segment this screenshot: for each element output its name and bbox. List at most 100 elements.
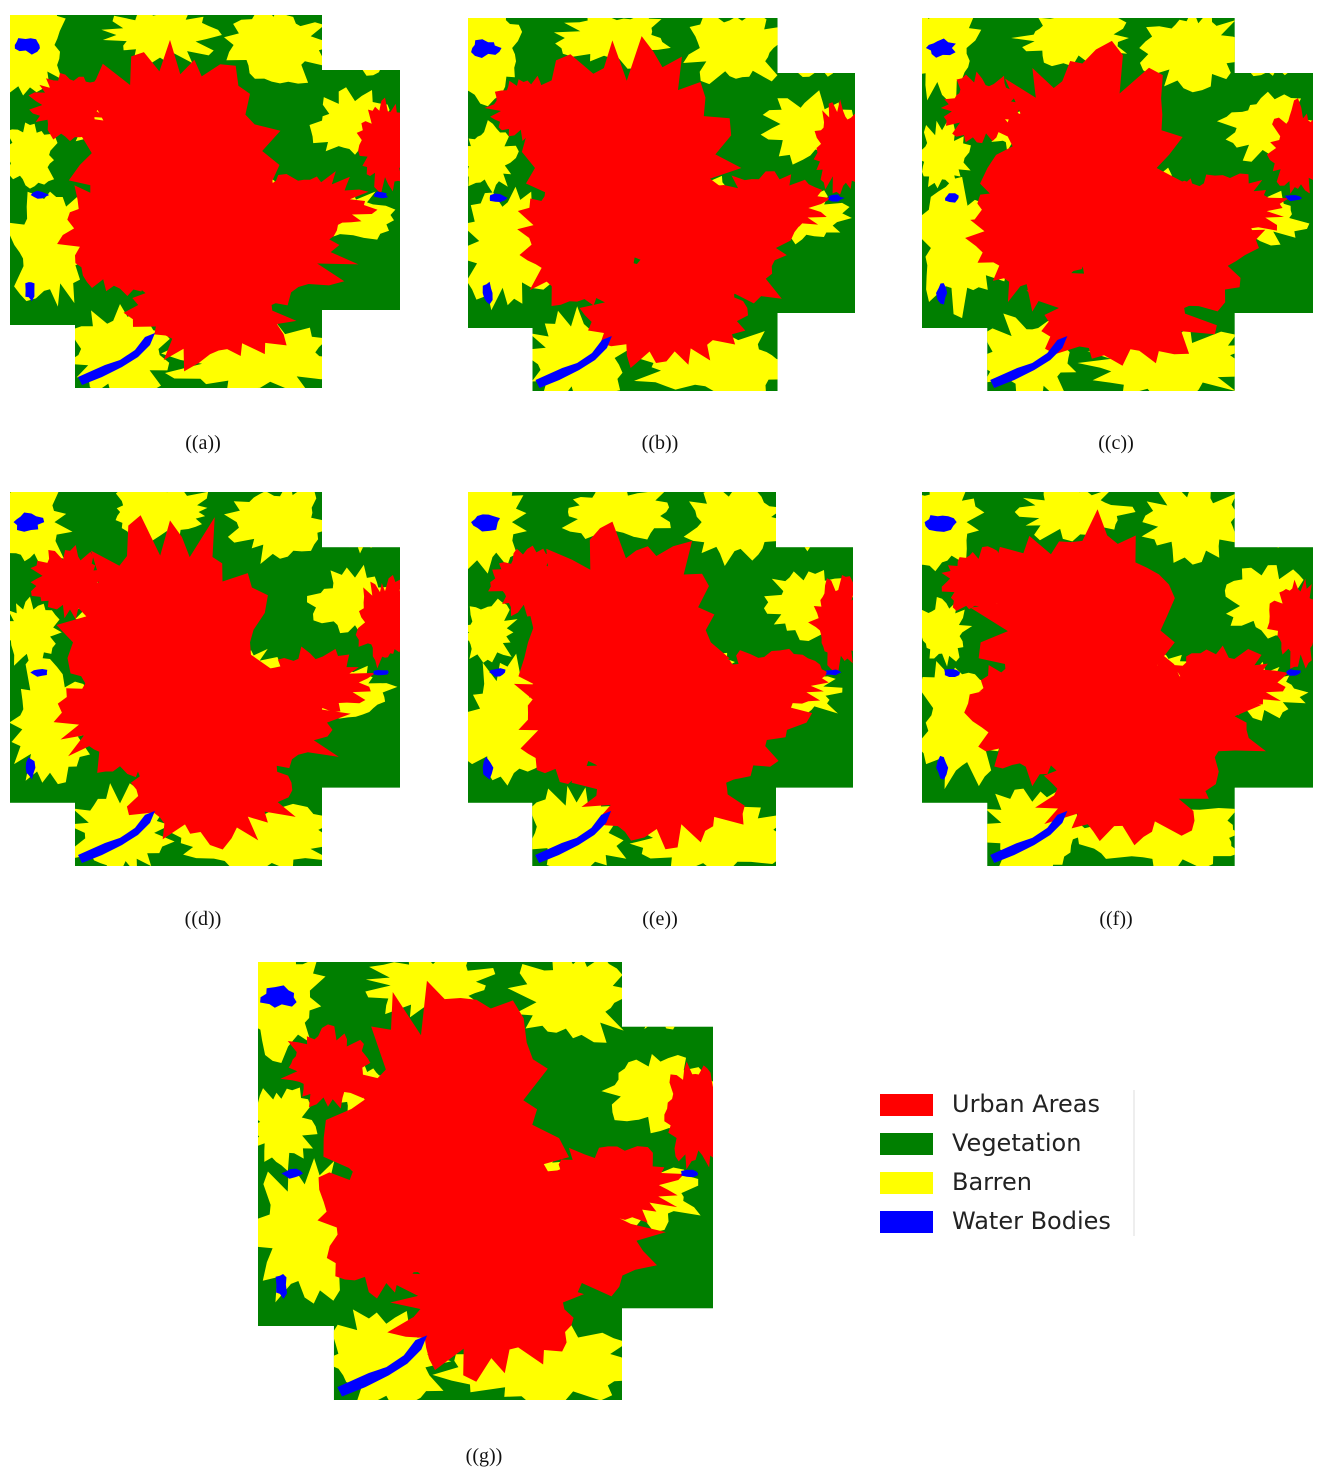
water-body	[482, 281, 493, 305]
urban-area	[941, 546, 1023, 613]
water-body	[281, 1168, 304, 1179]
urban-area	[1035, 717, 1209, 846]
panel-caption: ((a))	[185, 432, 221, 454]
water-body	[374, 191, 389, 199]
barren-area	[468, 120, 519, 194]
water-body	[925, 38, 956, 58]
urban-area	[701, 648, 829, 719]
water-body	[489, 193, 508, 202]
land-cover-map	[922, 492, 1313, 867]
water-body	[945, 193, 959, 203]
legend-swatch	[880, 1094, 933, 1116]
water-body	[936, 283, 948, 305]
urban-area	[57, 161, 184, 296]
urban-area	[1158, 645, 1289, 716]
urban-area	[571, 717, 745, 850]
barren-area	[10, 122, 58, 189]
barren-area	[683, 18, 784, 85]
water-body	[25, 282, 35, 302]
water-body	[681, 1169, 699, 1178]
barren-area	[321, 1309, 452, 1401]
land-cover-map	[258, 962, 713, 1401]
land-cover-map	[468, 492, 854, 867]
water-body	[471, 39, 502, 58]
panel-caption: ((f))	[1099, 908, 1132, 930]
barren-area	[561, 492, 671, 540]
water-body	[1286, 669, 1301, 676]
water-body	[78, 810, 155, 863]
panel-caption: ((c))	[1098, 432, 1134, 454]
barren-area	[922, 596, 973, 667]
map-layers	[468, 18, 855, 391]
legend-swatch	[880, 1172, 933, 1194]
barren-area	[507, 962, 631, 1043]
urban-area	[28, 73, 112, 142]
urban-area	[484, 75, 569, 141]
land-cover-map	[10, 15, 400, 388]
urban-area	[702, 171, 832, 241]
map-layers	[468, 492, 854, 867]
urban-area	[541, 1146, 684, 1223]
water-body	[260, 985, 297, 1008]
legend-swatch	[880, 1133, 933, 1155]
barren-area	[258, 1087, 318, 1172]
urban-area	[1026, 243, 1217, 366]
urban-area	[808, 575, 854, 673]
map-layers	[922, 492, 1313, 867]
urban-area	[30, 544, 114, 620]
urban-area	[513, 640, 645, 784]
legend-swatch	[880, 1211, 933, 1233]
water-body	[471, 514, 500, 532]
water-body	[489, 668, 506, 677]
urban-area	[1162, 173, 1289, 245]
barren-area	[922, 120, 971, 191]
urban-area	[243, 171, 378, 242]
barren-area	[224, 15, 339, 84]
map-layers	[922, 18, 1313, 391]
urban-area	[664, 1061, 713, 1170]
barren-area	[468, 598, 518, 663]
legend-label: Vegetation	[952, 1129, 1081, 1157]
urban-area	[1266, 98, 1313, 194]
barren-area	[1141, 492, 1240, 565]
water-body	[535, 810, 612, 863]
water-body	[990, 810, 1068, 863]
urban-area	[940, 71, 1022, 144]
urban-area	[1267, 578, 1313, 669]
urban-area	[965, 169, 1101, 312]
water-body	[14, 38, 40, 55]
water-body	[30, 668, 48, 677]
water-body	[275, 1274, 288, 1299]
legend-label: Barren	[952, 1168, 1032, 1196]
map-layers	[258, 962, 713, 1401]
land-cover-map	[922, 18, 1313, 391]
legend: Urban Areas Vegetation Barren Water Bodies	[880, 1090, 1135, 1236]
water-body	[944, 669, 961, 677]
water-body	[825, 669, 842, 676]
urban-area	[53, 641, 178, 778]
panel-caption: ((d))	[185, 908, 222, 930]
water-body	[924, 515, 957, 532]
water-body	[30, 190, 50, 199]
urban-area	[356, 97, 400, 194]
water-body	[1284, 195, 1303, 202]
barren-area	[1077, 326, 1262, 391]
urban-area	[123, 240, 297, 372]
urban-area	[280, 1024, 371, 1109]
urban-area	[246, 646, 376, 715]
panel-caption: ((e))	[642, 908, 678, 930]
urban-area	[355, 575, 400, 669]
water-body	[78, 333, 155, 385]
water-body	[13, 512, 45, 532]
barren-area	[683, 492, 793, 566]
barren-area	[101, 15, 222, 65]
legend-label: Urban Areas	[952, 1090, 1100, 1118]
barren-area	[224, 492, 332, 564]
panel-caption: ((g))	[466, 1445, 503, 1467]
urban-area	[813, 99, 855, 195]
barren-area	[1139, 18, 1249, 93]
urban-area	[317, 1140, 463, 1299]
urban-area	[517, 178, 639, 306]
water-body	[482, 756, 494, 780]
water-body	[337, 1335, 428, 1397]
